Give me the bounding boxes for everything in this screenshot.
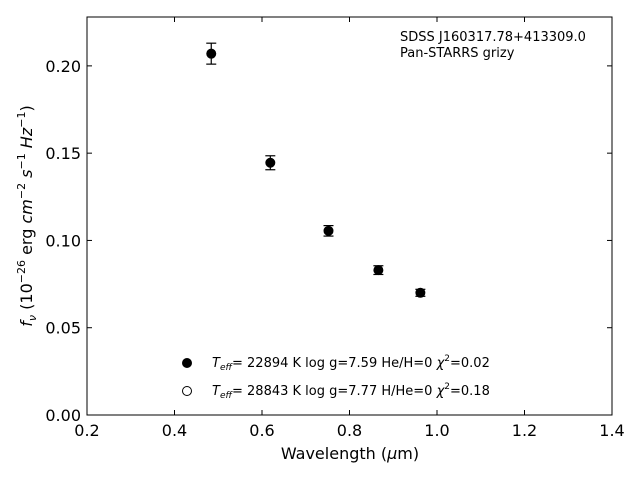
y-label-open: (10 [17, 283, 36, 315]
legend-entry-1: Teff= 22894 K log g=7.59 He/H=0 χ2=0.02 [212, 354, 490, 373]
x-tick-label: 0.8 [337, 421, 362, 440]
y-label-exp4: −1 [15, 112, 28, 128]
y-label-exp1: −26 [15, 260, 28, 283]
data-point [373, 265, 384, 276]
x-tick-label: 1.0 [424, 421, 449, 440]
data-point [323, 225, 334, 237]
y-tick-label: 0.15 [45, 144, 81, 163]
x-tick-label: 0.2 [74, 421, 99, 440]
y-axis-label: fν (10−26 erg cm−2 s−1 Hz−1) [15, 105, 39, 326]
legend-1-text: = 22894 K log g=7.59 He/H=0 [232, 356, 437, 371]
y-label-hz: Hz [17, 127, 36, 153]
data-point [415, 287, 426, 298]
legend-2-eff: eff [220, 391, 234, 401]
point-marker [373, 265, 384, 276]
y-label-exp2: −2 [15, 183, 28, 199]
legend-entry-2: Teff= 28843 K log g=7.77 H/He=0 χ2=0.18 [212, 382, 490, 401]
annotation-line-2: Pan-STARRS grizy [400, 46, 515, 61]
legend-1-sup: 2 [444, 354, 450, 364]
legend: Teff= 22894 K log g=7.59 He/H=0 χ2=0.02 … [182, 354, 490, 401]
x-axis-label: Wavelength (μm) [281, 444, 419, 463]
point-marker [265, 157, 276, 168]
y-tick-label: 0.05 [45, 319, 81, 338]
legend-1-chi: χ [436, 356, 446, 371]
point-marker [415, 287, 426, 298]
legend-marker-open [182, 386, 192, 396]
y-label-f: f [17, 319, 36, 327]
x-label-main: Wavelength ( [281, 444, 387, 463]
y-label-cm: cm [17, 199, 36, 223]
x-tick-label: 1.4 [599, 421, 624, 440]
legend-1-chitail: =0.02 [450, 356, 490, 371]
y-label-s: s [17, 170, 36, 183]
legend-1-eff: eff [220, 363, 234, 373]
point-marker [323, 225, 334, 236]
x-tick-label: 1.2 [512, 421, 537, 440]
data-point [206, 42, 217, 65]
x-tick-label: 0.4 [162, 421, 187, 440]
point-marker [206, 48, 217, 59]
annotation-line-1: SDSS J160317.78+413309.0 [400, 30, 586, 45]
y-label-erg: erg [17, 224, 36, 260]
data-points [206, 42, 426, 298]
y-label-nu: ν [26, 315, 39, 321]
legend-2-chitail: =0.18 [450, 384, 490, 399]
legend-1-T: T [212, 356, 221, 371]
axis-ticks: 0.2 0.4 0.6 0.8 1.0 1.2 1.4 0.00 0.05 0.10 0.15 0.2… [45, 17, 625, 440]
y-tick-label: 0.00 [45, 406, 81, 425]
y-tick-label: 0.20 [45, 57, 81, 76]
x-label-mu: μ [386, 444, 397, 463]
x-tick-label: 0.6 [249, 421, 274, 440]
legend-2-text: = 28843 K log g=7.77 H/He=0 [232, 384, 437, 399]
legend-marker-filled [182, 358, 192, 368]
y-label-close: ) [17, 105, 36, 111]
legend-2-T: T [212, 384, 221, 399]
legend-2-chi: χ [436, 384, 446, 399]
x-label-tail: m) [397, 444, 419, 463]
y-tick-label: 0.10 [45, 231, 81, 250]
data-point [265, 155, 276, 171]
legend-2-sup: 2 [444, 382, 450, 392]
y-label-exp3: −1 [15, 153, 28, 169]
